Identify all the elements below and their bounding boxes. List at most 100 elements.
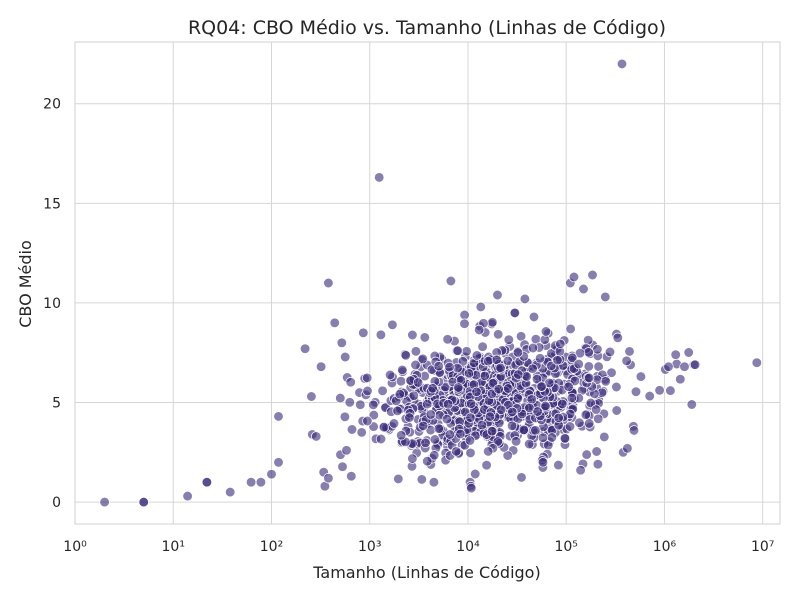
data-point [559, 433, 571, 444]
data-point [356, 427, 367, 438]
data-point [540, 400, 551, 412]
data-point [484, 411, 496, 422]
x-tick-label: 10² [260, 539, 283, 555]
data-points [99, 58, 762, 508]
data-point [444, 361, 455, 373]
data-point [591, 446, 602, 457]
data-point [427, 383, 438, 394]
data-point [531, 373, 543, 385]
data-point [583, 347, 594, 358]
data-point [410, 359, 421, 371]
data-point [513, 369, 524, 380]
data-point [273, 457, 284, 468]
data-point [581, 449, 592, 460]
x-tick-label: 10⁶ [653, 539, 677, 555]
data-point [429, 450, 440, 461]
data-point [526, 394, 537, 405]
data-point [507, 406, 518, 418]
data-point [345, 377, 356, 388]
data-point [527, 363, 538, 374]
data-point [553, 459, 564, 471]
data-point [600, 291, 611, 303]
data-point [375, 329, 387, 340]
data-point [362, 415, 373, 427]
data-point [584, 418, 595, 429]
y-axis-ticks: 0 5 10 15 20 [43, 97, 61, 511]
data-point [654, 385, 665, 396]
data-point [471, 386, 482, 397]
data-point [477, 341, 488, 352]
data-point [433, 423, 444, 434]
data-point [255, 477, 267, 488]
data-point [273, 411, 284, 422]
data-point [604, 346, 616, 358]
data-point [306, 391, 317, 402]
data-point [442, 334, 453, 345]
data-point [611, 381, 622, 393]
data-point [630, 386, 642, 397]
data-point [355, 399, 366, 410]
data-point [453, 382, 464, 393]
data-point [592, 344, 603, 355]
data-point [407, 453, 418, 464]
data-point [563, 381, 574, 392]
data-point [675, 374, 686, 385]
data-point [519, 293, 531, 305]
data-point [587, 269, 598, 281]
data-point [496, 404, 507, 415]
x-axis-ticks: 10⁰ 10¹ 10² 10³ 10⁴ 10⁵ 10⁶ 10⁷ [63, 539, 774, 555]
y-axis-label: CBO Médio [16, 240, 35, 328]
data-point [516, 472, 527, 483]
data-point [592, 459, 604, 470]
data-point [397, 364, 408, 376]
data-point [475, 301, 486, 313]
data-point [428, 477, 440, 488]
data-point [452, 345, 463, 356]
data-point [457, 356, 469, 367]
data-point [537, 432, 549, 443]
x-axis-label: Tamanho (Linhas de Código) [312, 563, 540, 582]
data-point [569, 375, 581, 387]
data-point [493, 384, 504, 395]
data-point [394, 388, 406, 400]
data-point [532, 406, 543, 417]
data-point [528, 311, 540, 323]
x-tick-label: 10⁰ [63, 539, 87, 555]
data-point [362, 385, 373, 397]
data-point [527, 342, 539, 354]
data-point [400, 350, 411, 361]
data-point [616, 58, 628, 70]
data-point [346, 424, 358, 435]
x-tick-label: 10¹ [162, 539, 185, 555]
data-point [487, 317, 498, 328]
data-point [471, 350, 483, 361]
data-point [503, 334, 514, 345]
data-point [425, 409, 436, 420]
data-point [408, 390, 419, 401]
data-point [537, 457, 549, 468]
y-tick-label: 20 [43, 97, 61, 113]
data-point [387, 319, 398, 330]
data-point [99, 496, 110, 508]
data-point [600, 376, 611, 387]
data-point [546, 432, 558, 443]
data-point [512, 347, 524, 358]
plot-frame [74, 41, 781, 525]
data-point [336, 337, 347, 348]
data-point [377, 385, 388, 396]
data-point [530, 425, 541, 436]
data-point [392, 405, 403, 416]
data-point [483, 446, 494, 457]
data-point [459, 309, 470, 321]
data-point [574, 348, 586, 359]
data-point [568, 271, 580, 283]
data-point [564, 421, 576, 432]
data-point [621, 355, 632, 366]
data-point [555, 338, 566, 350]
data-point [315, 361, 327, 372]
data-point [461, 346, 472, 357]
data-point [422, 456, 433, 467]
data-point [611, 405, 622, 416]
data-point [536, 381, 547, 392]
